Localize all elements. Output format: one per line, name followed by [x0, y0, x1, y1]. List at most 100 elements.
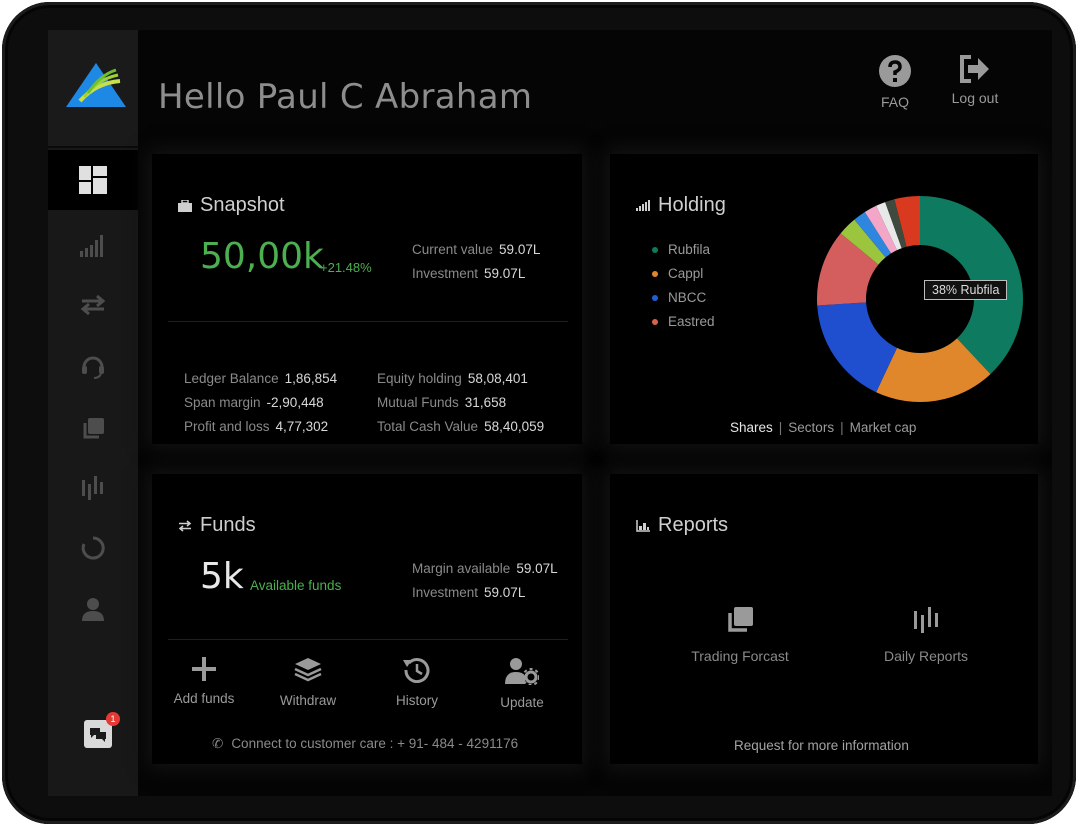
holding-header: Holding: [636, 194, 726, 217]
equity-holding-label: Equity holding: [377, 371, 462, 386]
investment-row: Investment 59.07L: [412, 266, 525, 281]
current-value-label: Current value: [412, 242, 494, 257]
question-circle-icon: [879, 55, 911, 87]
reports-card: Reports Trading Forcast Daily Reports Re…: [610, 474, 1038, 764]
snapshot-title: Snapshot: [200, 194, 285, 216]
nav-copy[interactable]: [48, 399, 138, 459]
bar-chart-icon: [636, 519, 650, 532]
margin-available-row: Margin available 59.07L: [412, 561, 558, 576]
funds-value: 5k: [200, 556, 244, 597]
mutual-funds-label: Mutual Funds: [377, 395, 459, 410]
legend-dot: [652, 294, 658, 301]
legend-label: NBCC: [668, 290, 707, 305]
tab-separator: |: [778, 420, 783, 435]
funds-title: Funds: [200, 514, 256, 536]
request-info-link[interactable]: Request for more information: [734, 738, 909, 753]
current-value: 59.07L: [499, 242, 541, 257]
snapshot-card: Snapshot 50,00k +21.48% Current value 59.…: [152, 154, 582, 444]
waveform-icon: [82, 476, 103, 500]
profit-loss-value: 4,77,302: [275, 419, 329, 434]
investment-label: Investment: [412, 266, 479, 281]
donut-slice[interactable]: [885, 199, 907, 249]
legend-item: Eastred: [652, 314, 715, 329]
plus-icon: [192, 657, 216, 681]
tab-shares[interactable]: Shares: [730, 420, 773, 435]
signal-bars-icon: [80, 235, 103, 257]
briefcase-icon: [178, 199, 192, 212]
chat-button[interactable]: 1: [84, 712, 120, 748]
ledger-balance-label: Ledger Balance: [184, 371, 279, 386]
chat-icon: [90, 728, 106, 742]
withdraw-label: Withdraw: [279, 693, 337, 708]
withdraw-button[interactable]: Withdraw: [268, 657, 348, 708]
tab-sectors[interactable]: Sectors: [788, 420, 835, 435]
nav-support[interactable]: [48, 336, 138, 396]
update-button[interactable]: Update: [482, 657, 562, 710]
trading-forcast-label: Trading Forcast: [691, 648, 789, 664]
ledger-balance-row: Ledger Balance 1,86,854: [184, 371, 337, 386]
mutual-funds-value: 31,658: [464, 395, 507, 410]
copy-icon: [728, 607, 753, 632]
reports-title: Reports: [658, 514, 729, 536]
donut-slice-rubfila[interactable]: [920, 196, 1023, 375]
customer-care-text: Connect to customer care : + 91- 484 - 4…: [231, 736, 519, 751]
donut-slice[interactable]: [840, 219, 886, 265]
donut-slice-eastred[interactable]: [817, 233, 879, 306]
phone-icon: ✆: [212, 736, 224, 751]
divider: [168, 639, 568, 640]
transfer-arrows-icon: [178, 519, 192, 532]
donut-slice[interactable]: [854, 212, 892, 258]
daily-reports-button[interactable]: Daily Reports: [856, 606, 996, 664]
span-margin-label: Span margin: [184, 395, 261, 410]
margin-available-value: 59.07L: [516, 561, 558, 576]
nav-transfer[interactable]: [48, 275, 138, 335]
available-funds-label: Available funds: [250, 578, 342, 593]
nav-signal[interactable]: [48, 216, 138, 276]
add-funds-button[interactable]: Add funds: [164, 657, 244, 706]
logo[interactable]: [48, 30, 138, 148]
donut-slice[interactable]: [876, 202, 902, 251]
faq-button[interactable]: FAQ: [856, 54, 934, 130]
legend-dot: [652, 318, 658, 325]
funds-investment-row: Investment 59.07L: [412, 585, 525, 600]
faq-label: FAQ: [880, 94, 909, 110]
headset-icon: [82, 356, 104, 379]
total-cash-row: Total Cash Value 58,40,059: [377, 419, 544, 434]
legend-dot: [652, 270, 658, 277]
tab-market-cap[interactable]: Market cap: [849, 420, 917, 435]
funds-card: Funds 5k Available funds Margin availabl…: [152, 474, 582, 764]
notification-badge: 1: [106, 712, 120, 726]
nav-dashboard[interactable]: [48, 150, 138, 210]
user-settings-icon: [505, 658, 539, 685]
legend-item: NBCC: [652, 290, 706, 305]
donut-slice[interactable]: [894, 196, 920, 247]
nav-waveform[interactable]: [48, 458, 138, 518]
logout-label: Log out: [951, 90, 999, 106]
holding-title: Holding: [658, 194, 726, 216]
trading-forcast-button[interactable]: Trading Forcast: [670, 606, 810, 664]
logout-button[interactable]: Log out: [936, 54, 1014, 130]
history-button[interactable]: History: [377, 657, 457, 708]
dashboard-icon: [79, 166, 107, 194]
sidebar: 1: [48, 30, 138, 796]
margin-available-label: Margin available: [412, 561, 511, 576]
donut-slice-cappl[interactable]: [876, 338, 991, 402]
legend-item: Rubfila: [652, 242, 710, 257]
ledger-balance-value: 1,86,854: [284, 371, 338, 386]
logo-icon: [66, 63, 126, 107]
donut-slice-nbcc[interactable]: [817, 302, 898, 393]
add-funds-label: Add funds: [173, 691, 235, 706]
legend-dot: [652, 246, 658, 253]
holding-donut-chart: [817, 196, 1023, 402]
layers-icon: [294, 658, 322, 682]
customer-care-row: ✆ Connect to customer care : + 91- 484 - …: [212, 736, 518, 752]
total-cash-value: 58,40,059: [484, 419, 545, 434]
nav-profile[interactable]: [48, 579, 138, 639]
app-screen: 1 Hello Paul C Abraham FAQ Log out: [48, 30, 1052, 796]
nav-refresh[interactable]: [48, 518, 138, 578]
equity-holding-value: 58,08,401: [467, 371, 528, 386]
donut-slice[interactable]: [864, 205, 898, 254]
page-title: Hello Paul C Abraham: [158, 77, 533, 117]
legend-label: Eastred: [668, 314, 715, 329]
